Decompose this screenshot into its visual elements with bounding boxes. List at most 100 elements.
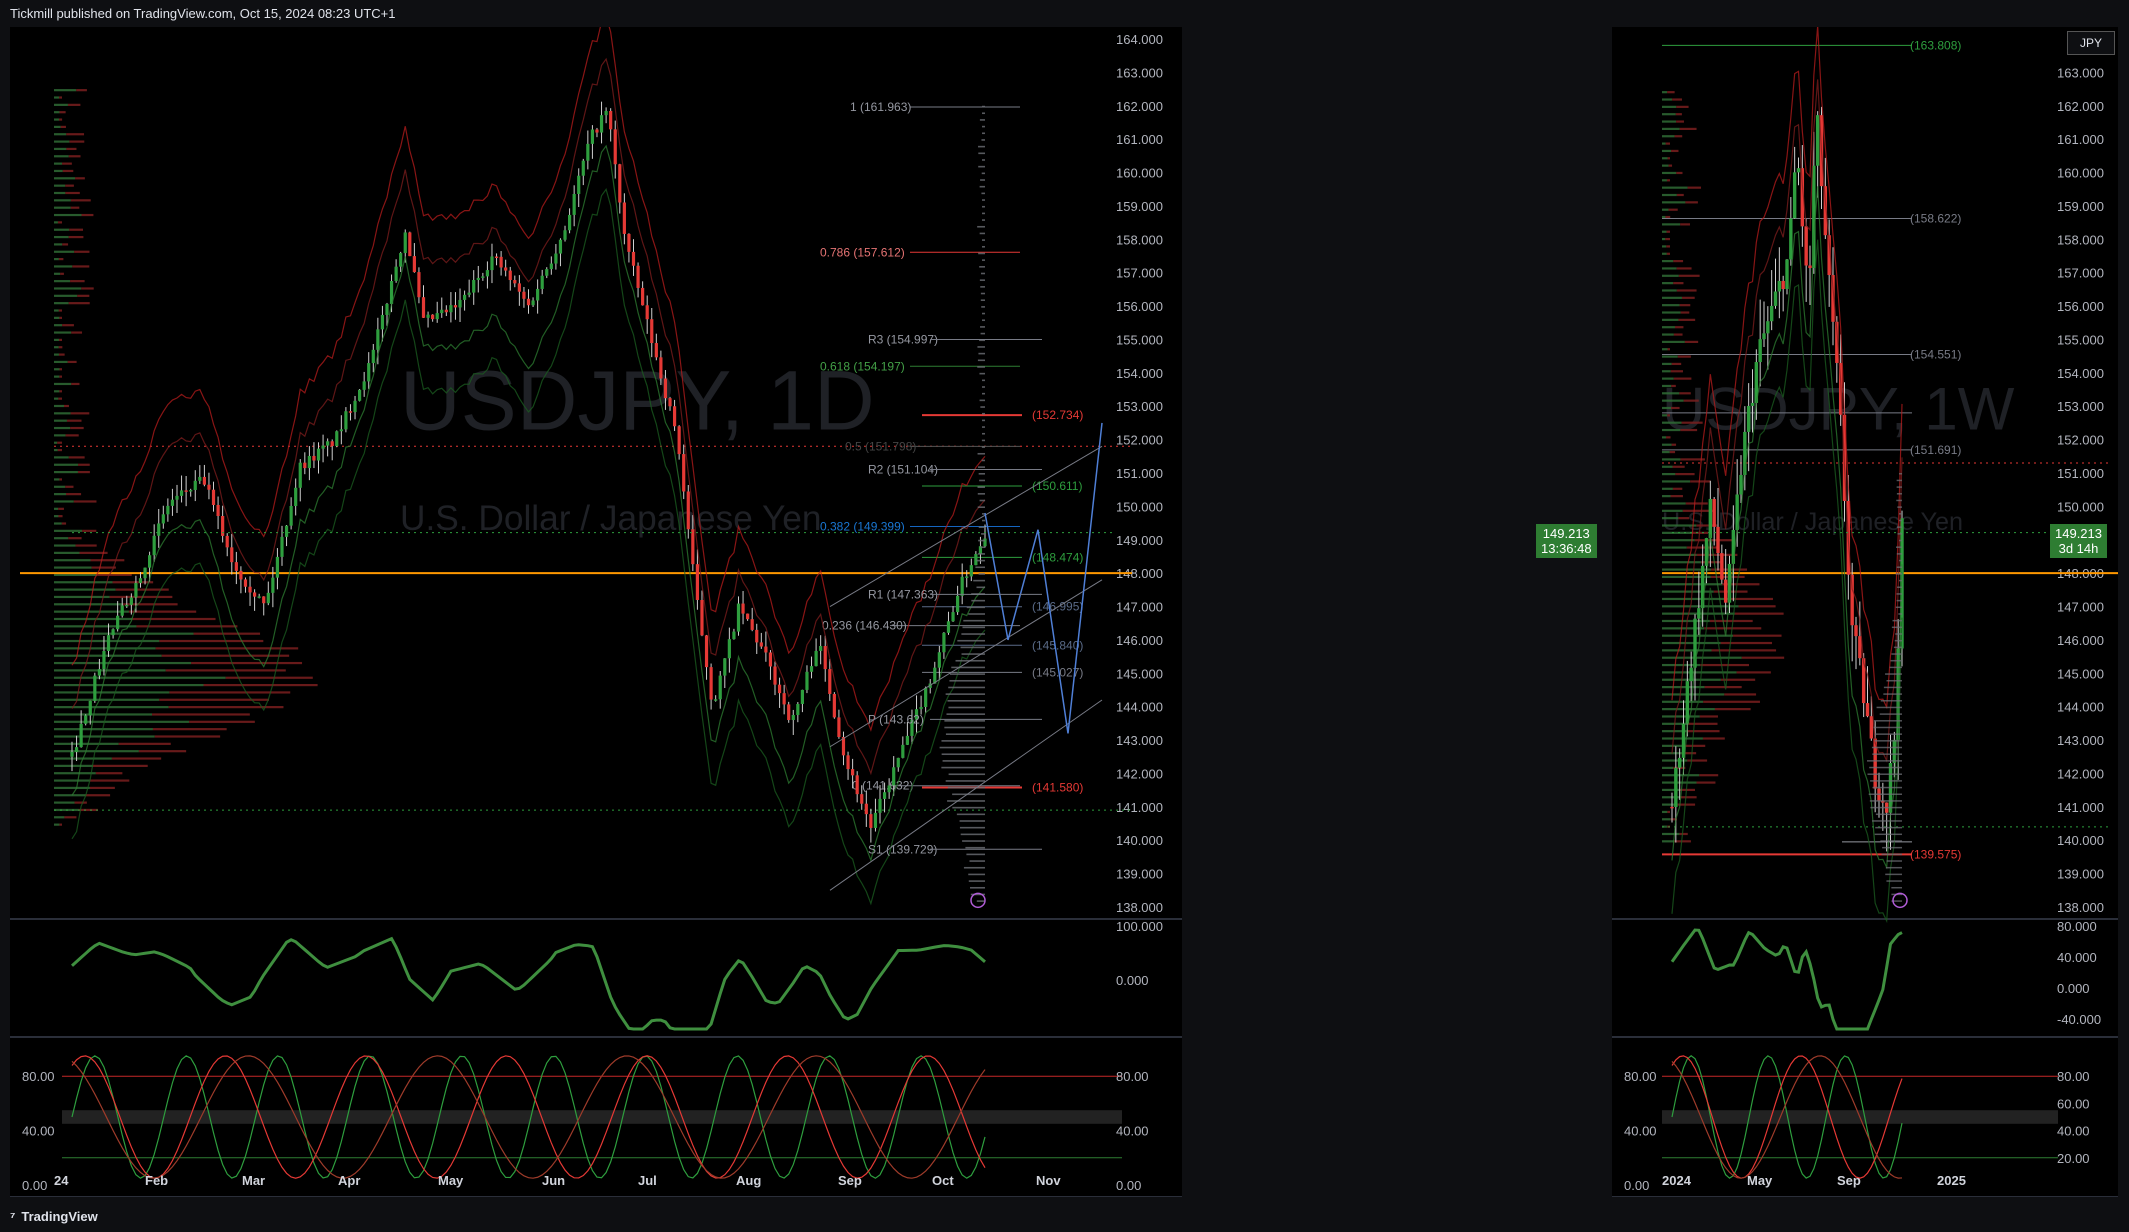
visible-range-volume-bar	[1890, 659, 1902, 662]
volume-profile-bar	[168, 706, 284, 709]
candle-body	[796, 703, 800, 715]
candle-body	[125, 604, 129, 607]
candle-body	[1858, 636, 1862, 659]
volume-profile-bar	[1662, 186, 1688, 189]
volume-profile-bar	[1666, 179, 1670, 182]
volume-profile-bar	[54, 250, 75, 253]
price-level-label: 0 (141.632)	[852, 779, 913, 793]
volume-profile-bar	[54, 485, 66, 488]
visible-range-volume-bar	[1886, 880, 1902, 882]
daily-chart-panel[interactable]: USDJPY, 1D U.S. Dollar / Japanese Yen 164.…	[10, 14, 1415, 1198]
volume-profile-bar	[1670, 495, 1683, 498]
candle-body	[467, 292, 471, 295]
visible-range-volume-bar	[977, 346, 985, 348]
visible-range-volume-bar	[981, 139, 985, 141]
volume-profile-bar	[1670, 370, 1684, 373]
volume-profile-bar	[58, 515, 63, 518]
visible-range-volume-bar	[970, 893, 985, 896]
volume-profile-bar	[1662, 810, 1668, 814]
candle-body	[1796, 168, 1801, 173]
visible-range-volume-bar	[978, 152, 985, 155]
candle-body	[586, 143, 590, 161]
volume-profile-bar	[1662, 825, 1668, 828]
volume-profile-bar	[1662, 406, 1671, 410]
candle-body	[563, 230, 567, 240]
volume-profile-bar	[66, 493, 82, 496]
stoch-right-tick: 60.00	[2057, 1096, 2090, 1111]
watermark-name: U.S. Dollar / Japanese Yen	[400, 499, 822, 538]
envelope-band	[1671, 239, 1903, 924]
volume-profile-bar	[1662, 656, 1742, 659]
candle-body	[357, 389, 362, 401]
currency-button[interactable]: JPY	[2066, 31, 2115, 55]
candle-body	[462, 294, 467, 300]
visible-range-volume-bar	[1899, 579, 1902, 582]
price-axis-tick: 158.000	[2057, 232, 2104, 247]
candle-body	[759, 642, 763, 647]
weekly-chart[interactable]: USDJPY, 1W U.S. Dollar / Japanese Yen 163.…	[1612, 25, 2118, 1198]
volume-profile-bar	[159, 639, 264, 643]
volume-profile-bar	[1677, 355, 1691, 358]
candle-body	[1892, 739, 1897, 763]
envelope-band	[71, 144, 986, 863]
candle-body	[777, 684, 782, 694]
volume-profile-bar	[54, 125, 61, 128]
volume-profile-bar	[1672, 98, 1682, 101]
candle-body	[435, 313, 439, 320]
volume-profile-bar	[54, 515, 59, 518]
price-level-label: 0.618 (154.197)	[820, 359, 905, 373]
price-axis-tick: 150.000	[1116, 499, 1163, 514]
time-axis-label: Mar	[242, 1173, 265, 1188]
visible-range-volume-bar	[961, 633, 985, 635]
weekly-chart-panel[interactable]: USDJPY, 1W U.S. Dollar / Japanese Yen 163.…	[1612, 25, 2118, 1198]
candle-body	[421, 297, 426, 318]
stoch-left-tick: 40.00	[1624, 1124, 1657, 1139]
candle-body	[595, 129, 599, 133]
volume-profile-bar	[1662, 340, 1685, 343]
volume-profile-bar	[1678, 318, 1696, 321]
volume-profile-bar	[54, 713, 153, 716]
visible-range-volume-bar	[1889, 666, 1902, 669]
volume-profile-bar	[79, 551, 108, 554]
volume-profile-bar	[65, 485, 74, 488]
price-axis-tick: 138.000	[2057, 900, 2104, 915]
price-axis-tick: 162.000	[1116, 99, 1163, 114]
volume-profile-bar	[60, 272, 64, 275]
candle-body	[604, 110, 608, 116]
visible-range-volume-bar	[962, 840, 985, 842]
visible-range-volume-bar	[978, 473, 985, 475]
visible-range-volume-bar	[978, 573, 985, 575]
visible-range-volume-bar	[1896, 479, 1902, 482]
visible-range-volume-bar	[982, 513, 985, 515]
volume-profile-bar	[1694, 539, 1733, 542]
volume-profile-bar	[72, 265, 90, 268]
volume-profile-bar	[1662, 392, 1680, 395]
visible-range-volume-bar	[962, 626, 985, 629]
price-axis-tick: 146.000	[1116, 633, 1163, 648]
daily-chart[interactable]: USDJPY, 1D U.S. Dollar / Japanese Yen 164.…	[10, 14, 1415, 1198]
candle-body	[161, 514, 165, 524]
visible-range-volume-bar	[1885, 873, 1902, 876]
volume-profile-bar	[1730, 597, 1773, 601]
visible-range-volume-bar	[1875, 826, 1902, 829]
footer-brand[interactable]: ⁷ TradingView	[10, 1209, 98, 1224]
volume-profile-bar	[54, 412, 71, 415]
time-axis-label: Feb	[145, 1173, 168, 1188]
volume-profile-bar	[77, 470, 90, 474]
price-level-label: (145.840)	[1032, 638, 1083, 652]
candle-body	[914, 709, 919, 720]
price-axis-tick: 154.000	[2057, 366, 2104, 381]
time-axis-label: Jun	[542, 1173, 565, 1188]
visible-range-volume-bar	[980, 299, 985, 301]
candle-body	[157, 523, 161, 536]
momentum-axis-tick: 40.000	[2057, 950, 2097, 965]
candle-body	[289, 505, 293, 526]
candle-body	[88, 700, 92, 716]
volume-profile-bar	[1665, 142, 1670, 145]
candle-body	[1831, 275, 1835, 322]
price-axis-tick: 147.000	[2057, 600, 2104, 615]
price-axis-tick: 157.000	[1116, 266, 1163, 281]
volume-profile-bar	[54, 294, 78, 297]
volume-profile-bar	[1733, 634, 1782, 637]
volume-profile-bar	[1720, 641, 1773, 645]
